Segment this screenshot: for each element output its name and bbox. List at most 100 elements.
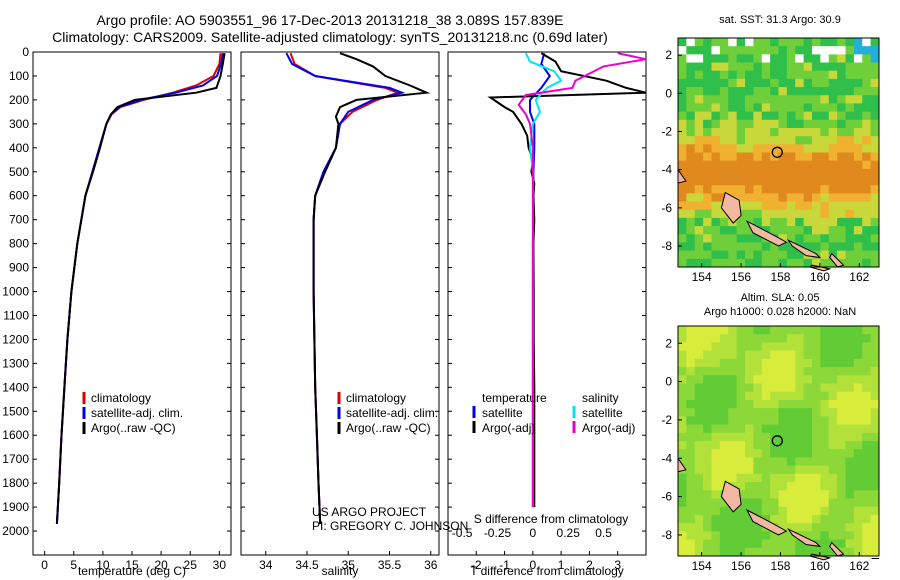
map-cell xyxy=(711,350,721,360)
map-cell xyxy=(870,432,880,442)
map-cell xyxy=(795,416,805,425)
map-cell xyxy=(812,449,821,458)
map-cell xyxy=(828,473,838,483)
map-cell xyxy=(820,234,830,243)
map-cell xyxy=(753,367,763,376)
map-cell xyxy=(845,482,855,491)
map-cell xyxy=(770,62,779,72)
map-cell xyxy=(870,408,880,417)
map-cell xyxy=(845,367,855,376)
map-cell xyxy=(719,408,729,417)
map-cell xyxy=(753,449,763,458)
map-cell xyxy=(686,144,696,153)
map-cell xyxy=(761,209,771,219)
map-cell xyxy=(761,457,771,467)
map-cell xyxy=(770,391,779,401)
map-cell xyxy=(719,449,729,458)
map-cell xyxy=(711,514,721,524)
map-cell xyxy=(812,226,821,235)
map-cell xyxy=(803,457,813,467)
map-cell xyxy=(711,193,721,202)
map-cell xyxy=(703,441,712,450)
map-cell xyxy=(711,136,721,145)
map-cell xyxy=(853,375,863,384)
map-cell xyxy=(795,46,805,55)
map-cell xyxy=(803,399,813,409)
map-cell xyxy=(795,119,805,129)
sst-map-title: sat. SST: 31.3 Argo: 30.9 xyxy=(719,14,841,26)
map-cell xyxy=(728,326,738,335)
map-cell xyxy=(837,242,846,252)
map-cell xyxy=(803,383,813,393)
map-cell xyxy=(678,152,687,162)
map-x-tick-label: 154 xyxy=(692,270,712,284)
map-cell xyxy=(745,399,754,409)
map-cell xyxy=(853,136,863,145)
argo-location-marker xyxy=(771,146,783,158)
map-cell xyxy=(870,449,880,458)
map-cell xyxy=(828,350,838,360)
map-cell xyxy=(837,408,846,417)
map-cell xyxy=(837,234,846,243)
map-cell xyxy=(686,408,696,417)
map-cell xyxy=(711,217,721,227)
legend-label: climatology xyxy=(346,391,406,405)
map-cell xyxy=(694,391,704,401)
map-cell xyxy=(719,342,729,352)
map-cell xyxy=(786,465,796,475)
map-cell xyxy=(753,498,763,508)
map-cell xyxy=(812,46,821,55)
map-cell xyxy=(770,119,779,129)
map-cell xyxy=(728,399,738,409)
map-cell xyxy=(803,87,813,96)
map-cell xyxy=(845,399,855,409)
map-cell xyxy=(812,383,821,393)
map-cell xyxy=(778,226,788,235)
map-cell xyxy=(870,334,880,343)
map-cell xyxy=(719,95,729,104)
map-cell xyxy=(870,531,880,540)
map-cell xyxy=(853,416,863,425)
map-cell xyxy=(719,185,729,194)
map-cell xyxy=(870,119,880,129)
map-cell xyxy=(678,193,687,202)
map-cell xyxy=(694,185,704,194)
map-cell xyxy=(853,350,863,360)
map-cell xyxy=(703,111,712,121)
map-cell xyxy=(678,62,687,72)
map-cell xyxy=(820,408,830,417)
map-cell xyxy=(753,185,763,194)
map-cell xyxy=(862,416,872,425)
map-cell xyxy=(795,95,805,104)
map-cell xyxy=(803,46,813,55)
legend-label: Argo(..raw -QC) xyxy=(91,421,176,435)
map-cell xyxy=(736,38,746,47)
map-cell xyxy=(761,87,771,96)
map-cell xyxy=(711,539,721,549)
map-cell xyxy=(845,473,855,483)
map-cell xyxy=(837,160,846,170)
map-cell xyxy=(828,424,838,434)
series-line-3 xyxy=(524,52,563,508)
map-cell xyxy=(795,334,805,343)
map-cell xyxy=(778,95,788,104)
map-cell xyxy=(870,523,880,532)
map-cell xyxy=(778,185,788,194)
map-cell xyxy=(786,201,796,211)
map-cell xyxy=(761,334,771,343)
x-tick-label: 0 xyxy=(41,558,48,572)
legend-label: satellite-adj. clim. xyxy=(346,406,438,420)
map-cell xyxy=(761,95,771,104)
map-cell xyxy=(694,539,704,549)
map-y-tick-label: -2 xyxy=(661,125,672,139)
map-cell xyxy=(778,119,788,129)
map-cell xyxy=(753,432,763,442)
map-cell xyxy=(686,506,696,516)
map-cell xyxy=(786,539,796,549)
map-cell xyxy=(728,350,738,360)
map-cell xyxy=(753,78,763,88)
map-cell xyxy=(786,416,796,425)
map-cell xyxy=(694,209,704,219)
map-cell xyxy=(736,375,746,384)
map-cell xyxy=(753,70,763,80)
